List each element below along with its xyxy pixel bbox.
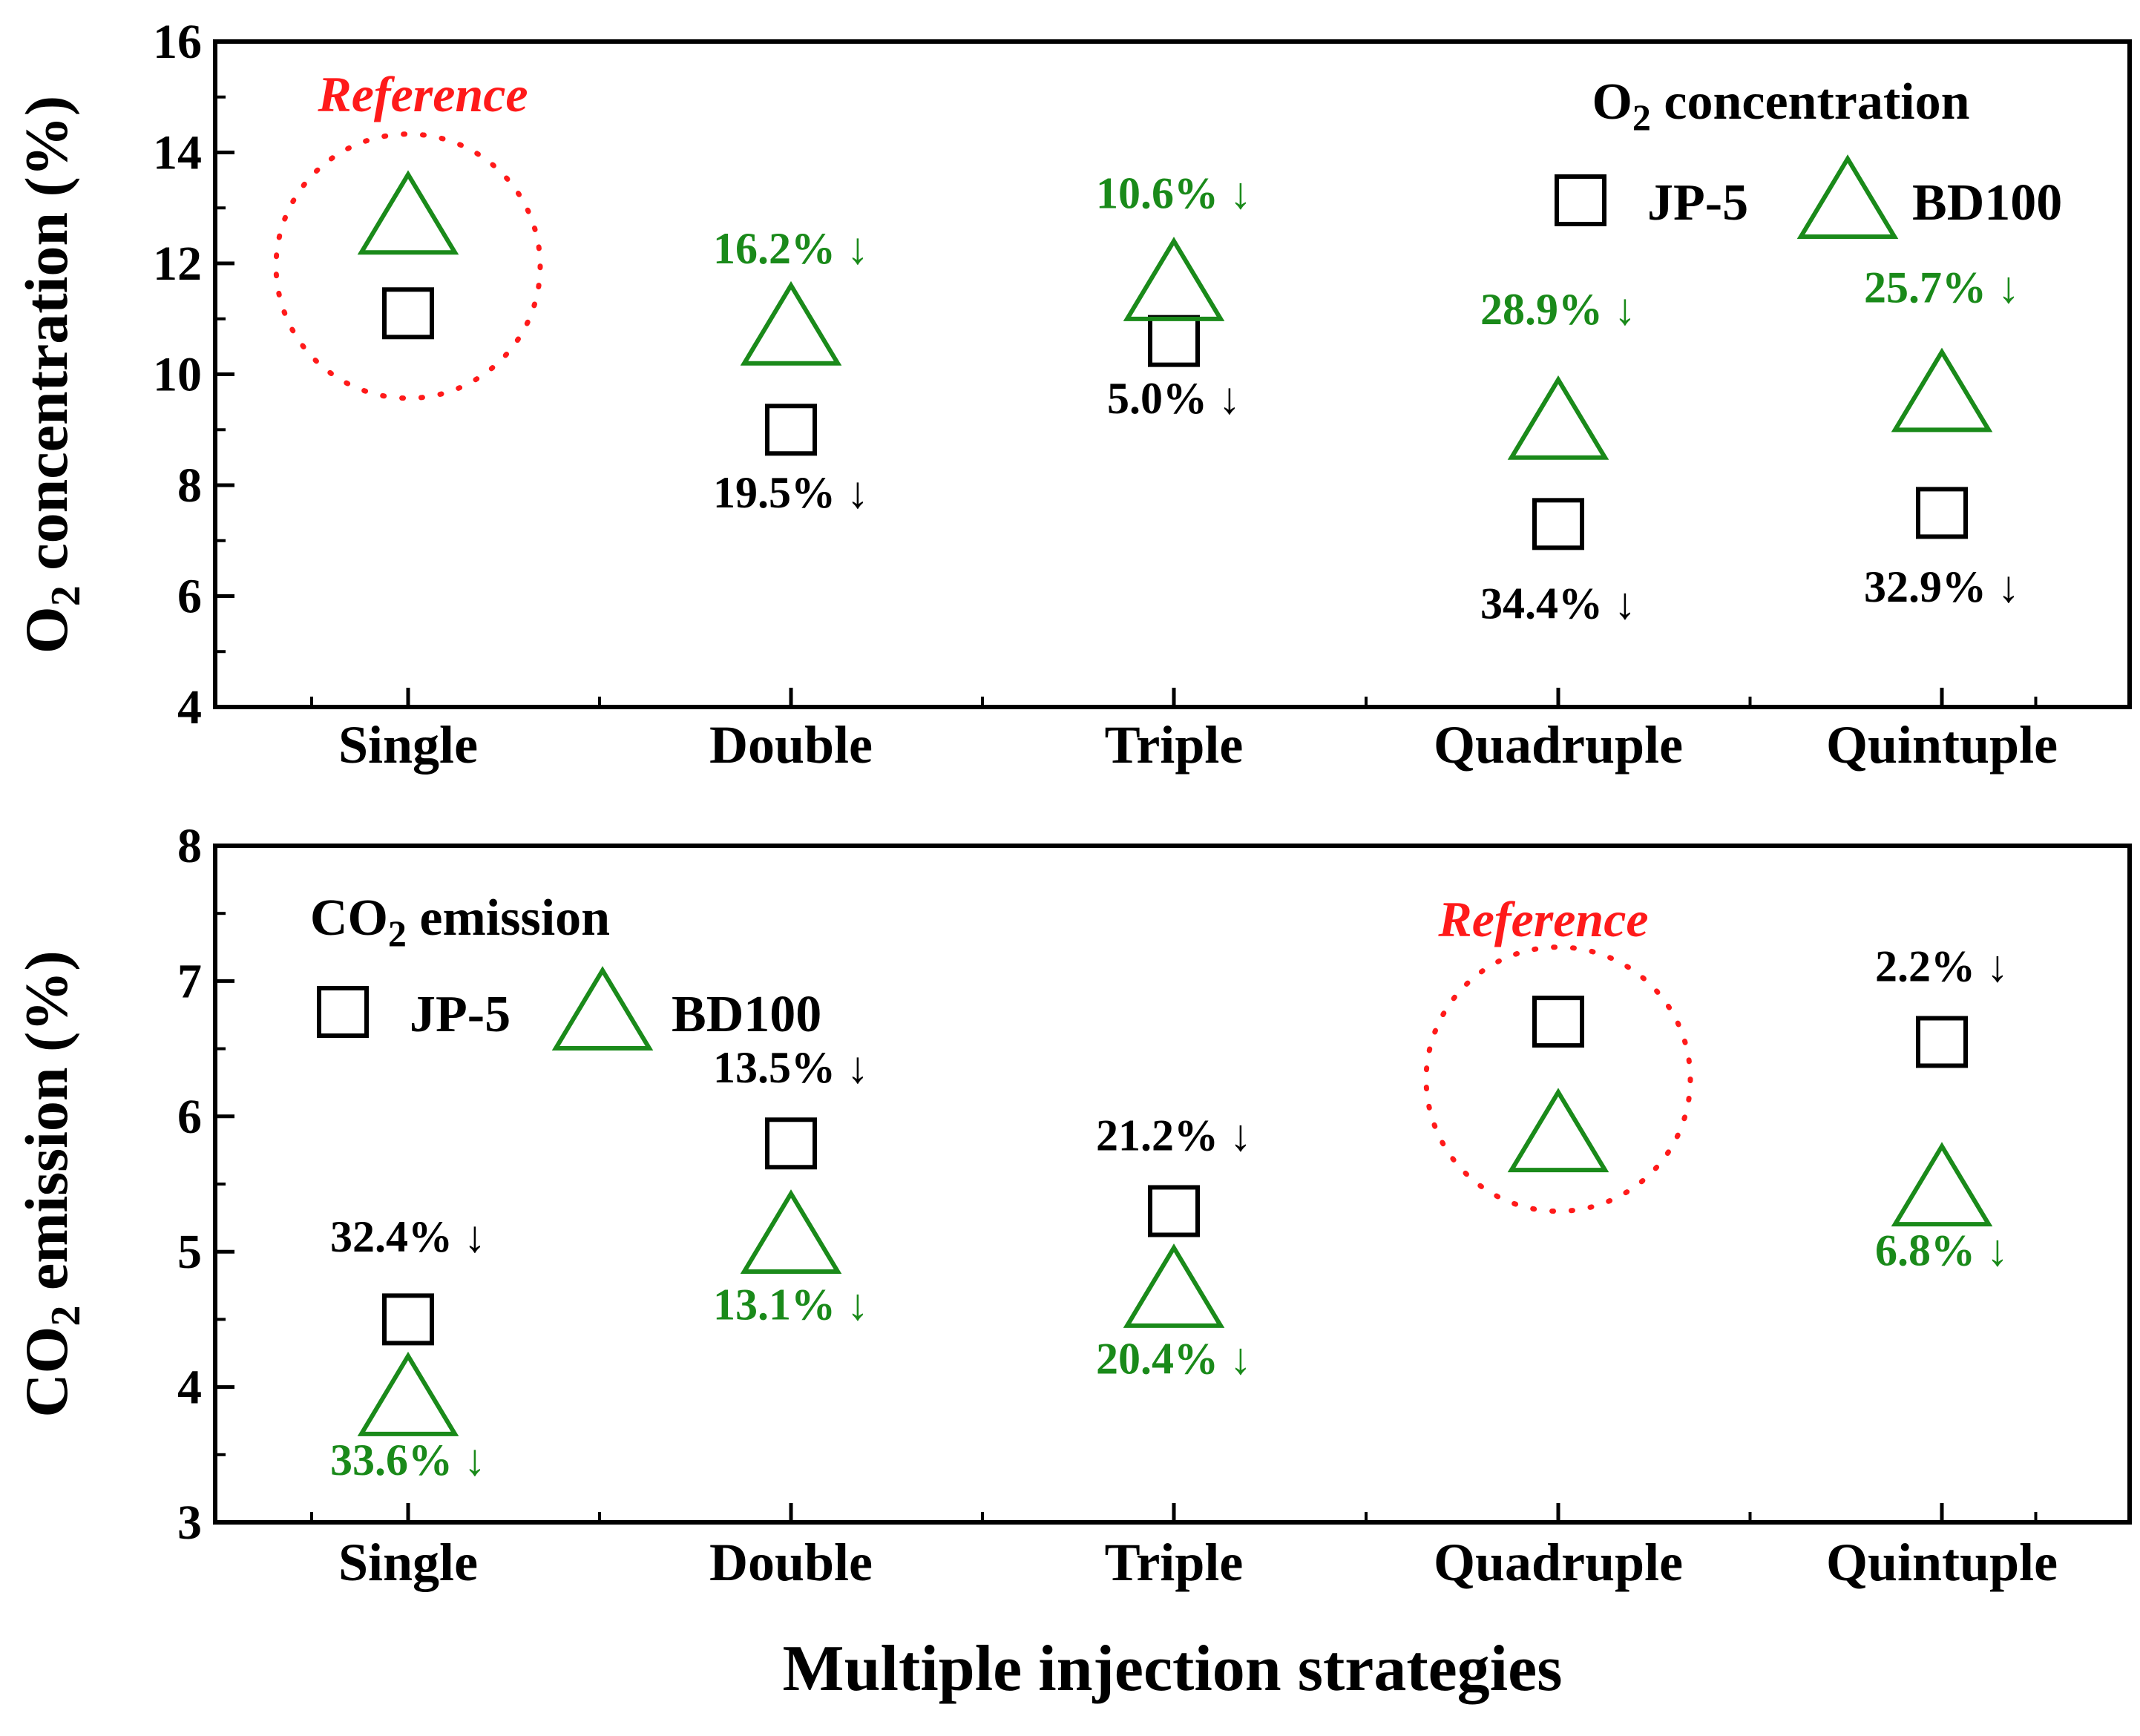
jp5-point-quadruple [1532,996,1584,1048]
bd100-point-quadruple [1507,375,1609,460]
y-tick-label: 6 [177,1090,202,1144]
percent-annotation: 32.9% ↓ [1864,562,2020,611]
legend-jp5-label: JP-5 [1647,174,1748,231]
reference-label: Reference [1437,891,1648,947]
jp5-point-quintuple [1916,1016,1968,1068]
reference-marker-o2: Reference [273,66,543,401]
bd100-point-quintuple [1891,1142,1993,1227]
percent-annotation: 20.4% ↓ [1096,1334,1252,1383]
legend-bd100-marker [551,966,654,1051]
y-tick-label: 12 [153,237,202,291]
x-tick-label: Double [709,1533,873,1592]
o2-concentration-panel: 4 6 8 10 12 14 16 Single Double Triple Quadruple Qu… [13,15,2132,775]
y-tick-label: 8 [177,819,202,873]
legend-title: O2 concentration [1592,73,1969,138]
bd100-point-single [357,170,459,255]
bd100-point-triple [1123,237,1225,321]
x-tick-label: Quintuple [1826,1533,2058,1592]
legend-jp5-marker [1555,174,1606,226]
y-tick-label: 14 [153,126,202,180]
y-tick-label: 16 [153,15,202,69]
y-tick-label: 5 [177,1225,202,1279]
percent-annotation: 19.5% ↓ [713,468,869,517]
percent-annotation: 25.7% ↓ [1864,263,2020,312]
legend-jp5-label: JP-5 [410,986,511,1043]
y-axis-title-co2: CO2 emission (%) [13,950,89,1417]
legend-bd100-label: BD100 [1912,174,2062,231]
x-axis-title: Multiple injection strategies [783,1633,1563,1705]
legend-bd100-marker [1796,154,1899,239]
percent-annotation: 32.4% ↓ [330,1212,486,1261]
annotations-o2: 16.2% ↓ 19.5% ↓ 10.6% ↓ 5.0% ↓ 28.9% ↓ 34.4% … [713,168,2020,628]
data-marks-o2 [357,170,1993,550]
x-tick-label: Quadruple [1434,1533,1683,1592]
y-tick-label: 7 [177,954,202,1008]
y-tick-label: 4 [177,1361,202,1415]
y-tick-label: 4 [177,680,202,734]
jp5-point-single [382,287,434,340]
x-tick-label: Triple [1105,1533,1244,1592]
x-tick-label: Quintuple [1826,715,2058,775]
percent-annotation: 21.2% ↓ [1096,1111,1252,1160]
jp5-point-triple [1148,315,1200,367]
annotations-co2: 32.4% ↓ 33.6% ↓ 13.5% ↓ 13.1% ↓ 21.2% ↓ 20.4%… [330,941,2009,1485]
percent-annotation: 6.8% ↓ [1875,1226,2009,1275]
y-tick-label: 3 [177,1496,202,1550]
plot-frame [213,844,2132,1525]
bd100-point-double [740,1189,842,1274]
percent-annotation: 13.1% ↓ [713,1280,869,1329]
jp5-point-double [765,404,817,456]
co2-emission-panel: 3 4 5 6 7 8 Single Double Triple Quadruple Quintup… [13,819,2132,1592]
bd100-point-triple [1123,1243,1225,1328]
data-marks-co2 [357,996,1993,1436]
bd100-point-double [740,280,842,366]
y-tick-label: 8 [177,458,202,513]
percent-annotation: 2.2% ↓ [1875,941,2009,990]
x-tick-label: Single [338,715,478,775]
percent-annotation: 33.6% ↓ [330,1436,486,1485]
x-tick-label: Single [338,1533,478,1592]
percent-annotation: 10.6% ↓ [1096,168,1252,217]
percent-annotation: 28.9% ↓ [1480,285,1636,334]
x-tick-label: Double [709,715,873,775]
legend-bd100-label: BD100 [672,986,821,1043]
percent-annotation: 13.5% ↓ [713,1043,869,1092]
jp5-point-triple [1148,1185,1200,1237]
y-axis-title-o2: O2 concentration (%) [13,96,89,654]
jp5-point-single [382,1293,434,1346]
jp5-point-double [765,1117,817,1170]
ticks-o2: 4 6 8 10 12 14 16 Single Double Triple Quadruple Qu… [153,15,2058,775]
x-tick-label: Triple [1105,715,1244,775]
legend-o2: O2 concentration JP-5 BD100 [1555,73,2062,239]
jp5-point-quintuple [1916,487,1968,539]
jp5-point-quadruple [1532,498,1584,550]
y-tick-label: 10 [153,348,202,402]
percent-annotation: 34.4% ↓ [1480,579,1636,628]
ticks-co2: 3 4 5 6 7 8 Single Double Triple Quadruple Quintup… [177,819,2058,1592]
legend-jp5-marker [317,986,369,1038]
reference-marker-co2: Reference [1423,891,1693,1214]
bd100-point-quadruple [1507,1088,1609,1173]
y-tick-label: 6 [177,570,202,624]
percent-annotation: 5.0% ↓ [1107,374,1241,423]
reference-circle [273,131,543,401]
reference-label: Reference [317,66,528,122]
legend-co2: CO2 emission JP-5 BD100 [310,890,821,1051]
legend-title: CO2 emission [310,890,610,954]
reference-circle [1423,944,1693,1214]
bd100-point-quintuple [1891,347,1993,433]
percent-annotation: 16.2% ↓ [713,224,869,273]
bd100-point-single [357,1352,459,1436]
x-tick-label: Quadruple [1434,715,1683,775]
